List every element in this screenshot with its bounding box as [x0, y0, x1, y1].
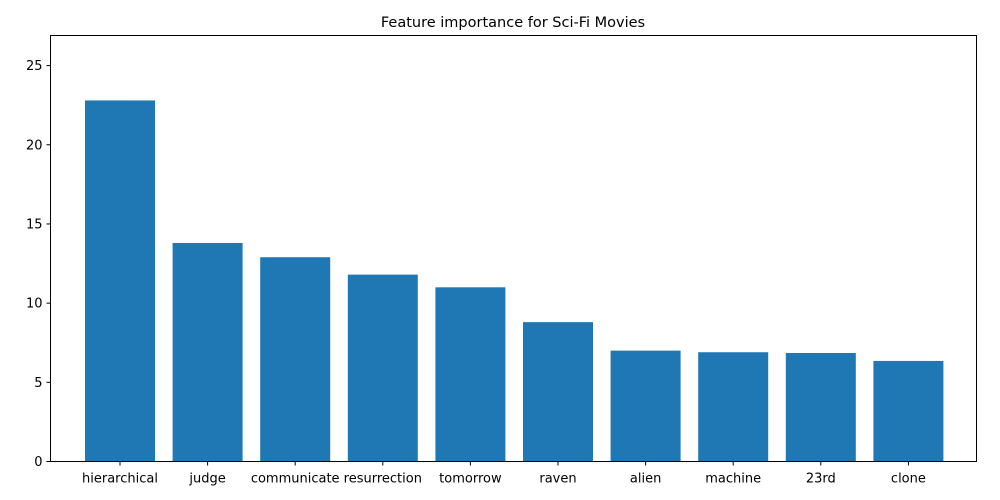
y-tick-label: 0 — [34, 455, 42, 470]
bars-layer — [85, 100, 944, 462]
bar-hierarchical — [85, 100, 155, 462]
y-tick-label: 15 — [26, 217, 43, 232]
y-tick-label: 5 — [34, 376, 42, 391]
x-tick-label: machine — [705, 472, 761, 487]
plot-frame — [50, 35, 977, 462]
x-tick-label: communicate — [251, 472, 340, 487]
x-tick-label: resurrection — [344, 472, 422, 487]
y-tick-label: 10 — [26, 297, 43, 312]
x-tick-label: raven — [539, 472, 576, 487]
x-tick-label: hierarchical — [82, 472, 158, 487]
x-tick-label: 23rd — [806, 472, 836, 487]
bar-clone — [873, 360, 944, 462]
bar-judge — [172, 242, 243, 462]
x-tick-label: judge — [188, 472, 225, 487]
bar-alien — [610, 350, 681, 462]
x-axis: hierarchical judge communicate resurrection… — [82, 461, 926, 487]
bar-raven — [523, 322, 593, 462]
bar-machine — [698, 352, 769, 462]
bar-tomorrow — [435, 287, 506, 462]
bar-23rd — [785, 353, 856, 462]
x-tick-label: tomorrow — [439, 472, 502, 487]
bar-communicate — [260, 257, 331, 462]
chart-title: Feature importance for Sci-Fi Movies — [381, 15, 645, 31]
y-axis: 0 5 10 15 20 25 — [26, 59, 51, 470]
x-tick-label: alien — [630, 472, 661, 487]
x-tick-label: clone — [891, 472, 926, 487]
y-tick-label: 25 — [26, 59, 43, 74]
y-tick-label: 20 — [26, 138, 43, 153]
bar-resurrection — [347, 274, 418, 462]
